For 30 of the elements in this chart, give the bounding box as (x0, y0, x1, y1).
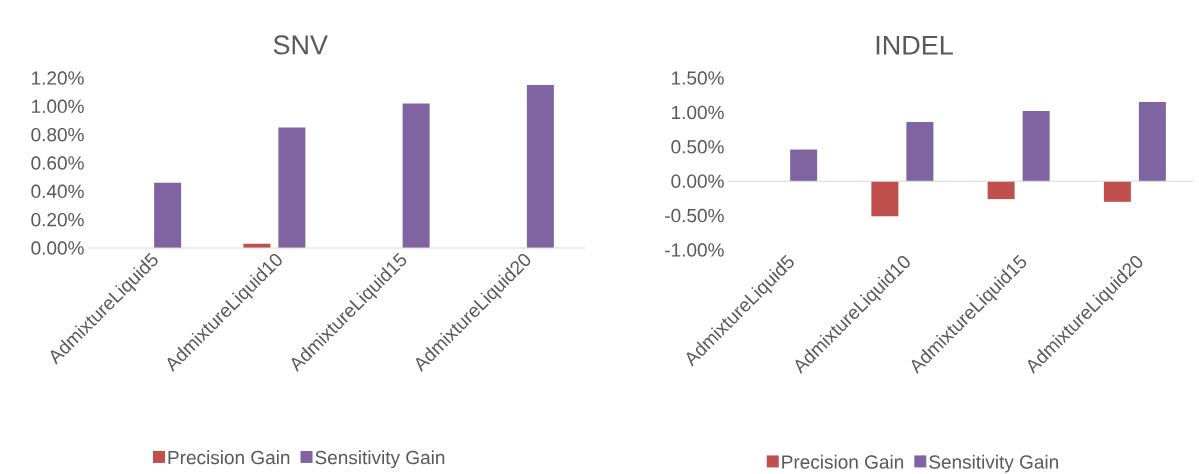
bar (526, 85, 554, 248)
bar (278, 127, 306, 248)
y-tick-label: 0.80% (31, 127, 84, 142)
legend-label: Sensitivity Gain (315, 450, 445, 468)
y-tick-label: 0.60% (31, 156, 84, 170)
legend-label: Precision Gain (782, 454, 904, 469)
bar (906, 122, 934, 182)
y-tick-label: 0.20% (31, 212, 84, 227)
bar (871, 181, 899, 217)
legend-label: Sensitivity Gain (929, 454, 1058, 473)
y-tick-label: 1.00% (672, 105, 724, 120)
bar (1138, 102, 1166, 182)
bar (987, 181, 1015, 200)
y-tick-label: 1.50% (672, 71, 724, 85)
y-tick-label: -0.50% (665, 208, 724, 223)
chart-title: SNV (273, 35, 328, 55)
y-tick-label: 0.00% (671, 174, 724, 188)
y-tick-label: -1.00% (665, 243, 724, 257)
y-tick-label: 0.00% (31, 241, 84, 255)
y-tick-label: 1.00% (32, 99, 84, 114)
y-tick-label: 0.50% (671, 140, 724, 154)
y-tick-label: 1.20% (32, 71, 84, 85)
bar (154, 182, 182, 248)
chart-title: INDEL (876, 35, 953, 55)
bar (1022, 111, 1050, 182)
bar (790, 149, 818, 182)
y-tick-label: 0.40% (31, 184, 84, 199)
legend-label: Precision Gain (168, 450, 290, 465)
bar (1103, 181, 1131, 202)
bar (402, 103, 430, 248)
